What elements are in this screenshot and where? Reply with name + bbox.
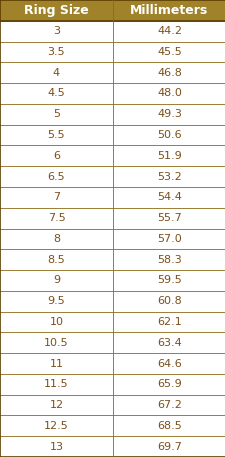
Bar [112,249,225,270]
Text: 7: 7 [53,192,60,202]
Bar [0,332,112,353]
Text: 49.3: 49.3 [156,109,181,119]
Bar [112,208,225,228]
Text: 50.6: 50.6 [157,130,181,140]
Bar [0,208,112,228]
Bar [112,332,225,353]
Text: 62.1: 62.1 [156,317,181,327]
Bar [0,83,112,104]
Text: 59.5: 59.5 [156,276,181,286]
Text: 9: 9 [53,276,60,286]
Bar [112,166,225,187]
Text: 51.9: 51.9 [156,151,181,161]
Bar [112,187,225,208]
Bar [0,42,112,62]
Bar [112,21,225,42]
Text: 58.3: 58.3 [156,255,181,265]
Bar [0,291,112,312]
Text: Millimeters: Millimeters [130,4,208,17]
Bar [112,395,225,415]
Bar [0,228,112,249]
Bar [112,125,225,145]
Text: 53.2: 53.2 [156,171,181,181]
Text: 8.5: 8.5 [47,255,65,265]
Bar [0,436,112,457]
Bar [0,415,112,436]
Text: 48.0: 48.0 [156,89,181,98]
Text: 54.4: 54.4 [156,192,181,202]
Text: 55.7: 55.7 [156,213,181,223]
Text: 10.5: 10.5 [44,338,68,348]
Text: 60.8: 60.8 [156,296,181,306]
Text: 46.8: 46.8 [156,68,181,78]
Bar [112,228,225,249]
Text: 12.5: 12.5 [44,421,69,431]
Text: 57.0: 57.0 [156,234,181,244]
Bar [112,42,225,62]
Text: 12: 12 [49,400,63,410]
Bar [0,187,112,208]
Text: 69.7: 69.7 [156,441,181,452]
Text: 65.9: 65.9 [156,379,181,389]
Bar [0,353,112,374]
Bar [112,374,225,395]
Text: 3.5: 3.5 [47,47,65,57]
Text: 63.4: 63.4 [156,338,181,348]
Text: 11.5: 11.5 [44,379,68,389]
Text: 11: 11 [49,359,63,368]
Text: 4: 4 [53,68,60,78]
Bar [112,312,225,332]
Text: 7.5: 7.5 [47,213,65,223]
Text: Ring Size: Ring Size [24,4,88,17]
Bar [0,21,112,42]
Bar [0,166,112,187]
Text: 8: 8 [53,234,60,244]
Text: 64.6: 64.6 [156,359,181,368]
Bar [112,291,225,312]
Text: 9.5: 9.5 [47,296,65,306]
Bar [0,249,112,270]
Bar [112,270,225,291]
Text: 6.5: 6.5 [47,171,65,181]
Bar [112,104,225,125]
Text: 68.5: 68.5 [156,421,181,431]
Bar [112,62,225,83]
Bar [112,415,225,436]
Bar [0,125,112,145]
Bar [112,436,225,457]
Text: 4.5: 4.5 [47,89,65,98]
Text: 44.2: 44.2 [156,26,181,36]
Text: 13: 13 [49,441,63,452]
Bar [112,83,225,104]
Bar [0,0,112,21]
Bar [0,374,112,395]
Text: 5: 5 [53,109,60,119]
Text: 67.2: 67.2 [156,400,181,410]
Text: 6: 6 [53,151,60,161]
Bar [112,145,225,166]
Text: 3: 3 [53,26,60,36]
Text: 5.5: 5.5 [47,130,65,140]
Bar [0,395,112,415]
Bar [0,104,112,125]
Text: 45.5: 45.5 [156,47,181,57]
Bar [0,312,112,332]
Bar [0,62,112,83]
Bar [0,270,112,291]
Bar [112,0,225,21]
Bar [112,353,225,374]
Text: 10: 10 [49,317,63,327]
Bar [0,145,112,166]
